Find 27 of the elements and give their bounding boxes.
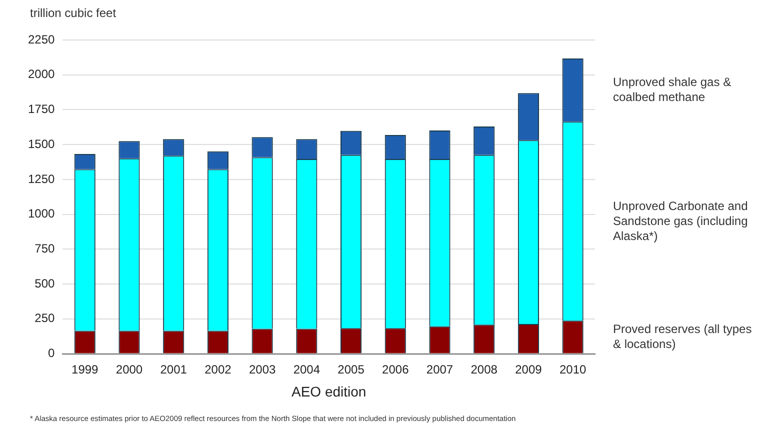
y-tick-label: 1250 xyxy=(28,172,56,186)
y-tick-label: 2000 xyxy=(28,67,56,82)
x-tick-label: 1999 xyxy=(72,362,99,376)
y-tick-label: 0 xyxy=(48,346,56,360)
x-tick-label: 2009 xyxy=(515,362,542,376)
x-tick-label: 2006 xyxy=(382,362,410,376)
x-tick-label: 2003 xyxy=(248,362,276,376)
y-tick-label: 750 xyxy=(34,242,56,256)
text: Unproved shale gas & coalbed methane xyxy=(613,75,732,106)
y-tick-label: 1000 xyxy=(28,206,56,221)
text: Unproved Carbonate and Sandstone gas (including Alaska*) xyxy=(613,198,749,244)
x-tick-label: 2001 xyxy=(160,362,188,376)
x-tick-label: 2002 xyxy=(204,362,232,376)
text: Proved reserves (all types & locations) xyxy=(613,322,753,352)
y-tick-label: 1500 xyxy=(28,136,56,151)
x-tick-label: 2010 xyxy=(559,362,586,376)
x-tick-label: 2004 xyxy=(293,362,320,376)
y-tick-label: 2250 xyxy=(28,32,56,46)
y-axis-title: trillion cubic feet xyxy=(30,6,116,20)
x-tick-label: 2000 xyxy=(116,362,143,376)
x-axis-title: AEO edition xyxy=(291,383,366,400)
x-tick-label: 2005 xyxy=(338,362,365,376)
x-tick-label: 2007 xyxy=(426,362,454,376)
y-tick-label: 500 xyxy=(34,276,56,290)
x-tick-label: 2008 xyxy=(470,362,498,376)
y-tick-label: 250 xyxy=(34,311,56,326)
y-tick-label: 1750 xyxy=(28,102,56,116)
